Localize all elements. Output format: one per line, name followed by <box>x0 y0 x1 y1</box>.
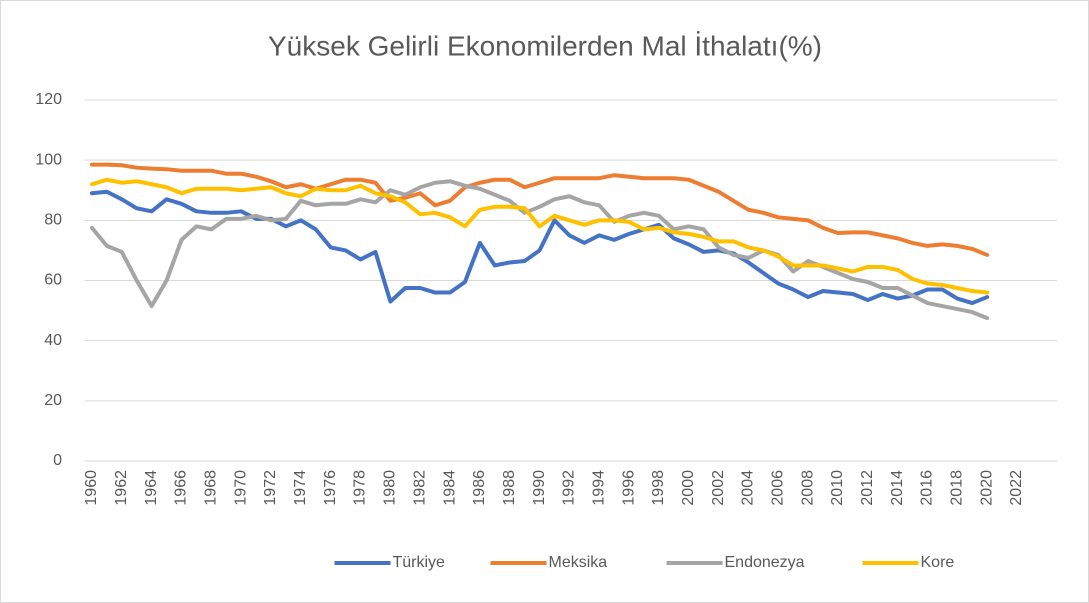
x-tick-label: 1968 <box>203 470 220 506</box>
x-tick-label: 1986 <box>471 470 488 506</box>
x-tick-label: 1976 <box>322 470 339 506</box>
x-tick-label: 1982 <box>411 470 428 506</box>
x-tick-label: 2002 <box>710 470 727 506</box>
x-tick-label: 1994 <box>590 470 607 506</box>
x-tick-label: 1996 <box>620 470 637 506</box>
legend-label: Endonezya <box>725 554 805 571</box>
x-tick-label: 1970 <box>232 470 249 506</box>
x-tick-label: 2000 <box>680 470 697 506</box>
x-tick-label: 2012 <box>859 470 876 506</box>
x-tick-label: 1962 <box>113 470 130 506</box>
x-tick-label: 1988 <box>501 470 518 506</box>
x-tick-label: 1978 <box>352 470 369 506</box>
legend-label: Türkiye <box>393 554 446 571</box>
y-tick-label: 80 <box>44 212 62 229</box>
legend-label: Kore <box>921 554 955 571</box>
x-tick-label: 2014 <box>889 470 906 506</box>
series-line <box>89 162 990 257</box>
y-tick-label: 100 <box>35 151 62 168</box>
series-line <box>89 189 990 306</box>
series-line <box>89 179 990 321</box>
x-tick-label: 1980 <box>382 470 399 506</box>
x-tick-label: 1972 <box>262 470 279 506</box>
x-tick-label: 2010 <box>829 470 846 506</box>
x-tick-label: 1998 <box>650 470 667 506</box>
x-tick-label: 2016 <box>919 470 936 506</box>
x-tick-label: 2008 <box>799 470 816 506</box>
x-tick-label: 1974 <box>292 470 309 506</box>
x-tick-label: 1966 <box>173 470 190 506</box>
x-tick-label: 1992 <box>561 470 578 506</box>
x-tick-label: 2006 <box>769 470 786 506</box>
y-tick-label: 20 <box>44 392 62 409</box>
series-line <box>89 177 990 295</box>
x-tick-label: 2022 <box>1008 470 1025 506</box>
x-tick-label: 1990 <box>531 470 548 506</box>
y-tick-label: 60 <box>44 272 62 289</box>
x-tick-label: 2018 <box>949 470 966 506</box>
legend-label: Meksika <box>549 554 608 571</box>
chart-title: Yüksek Gelirli Ekonomilerden Mal İthalat… <box>268 30 822 61</box>
x-tick-label: 2004 <box>740 470 757 506</box>
y-tick-label: 120 <box>35 91 62 108</box>
x-tick-label: 1984 <box>441 470 458 506</box>
y-tick-label: 0 <box>53 452 62 469</box>
x-tick-label: 1964 <box>143 470 160 506</box>
x-tick-label: 2020 <box>978 470 995 506</box>
y-tick-label: 40 <box>44 332 62 349</box>
x-tick-label: 1960 <box>83 470 100 506</box>
